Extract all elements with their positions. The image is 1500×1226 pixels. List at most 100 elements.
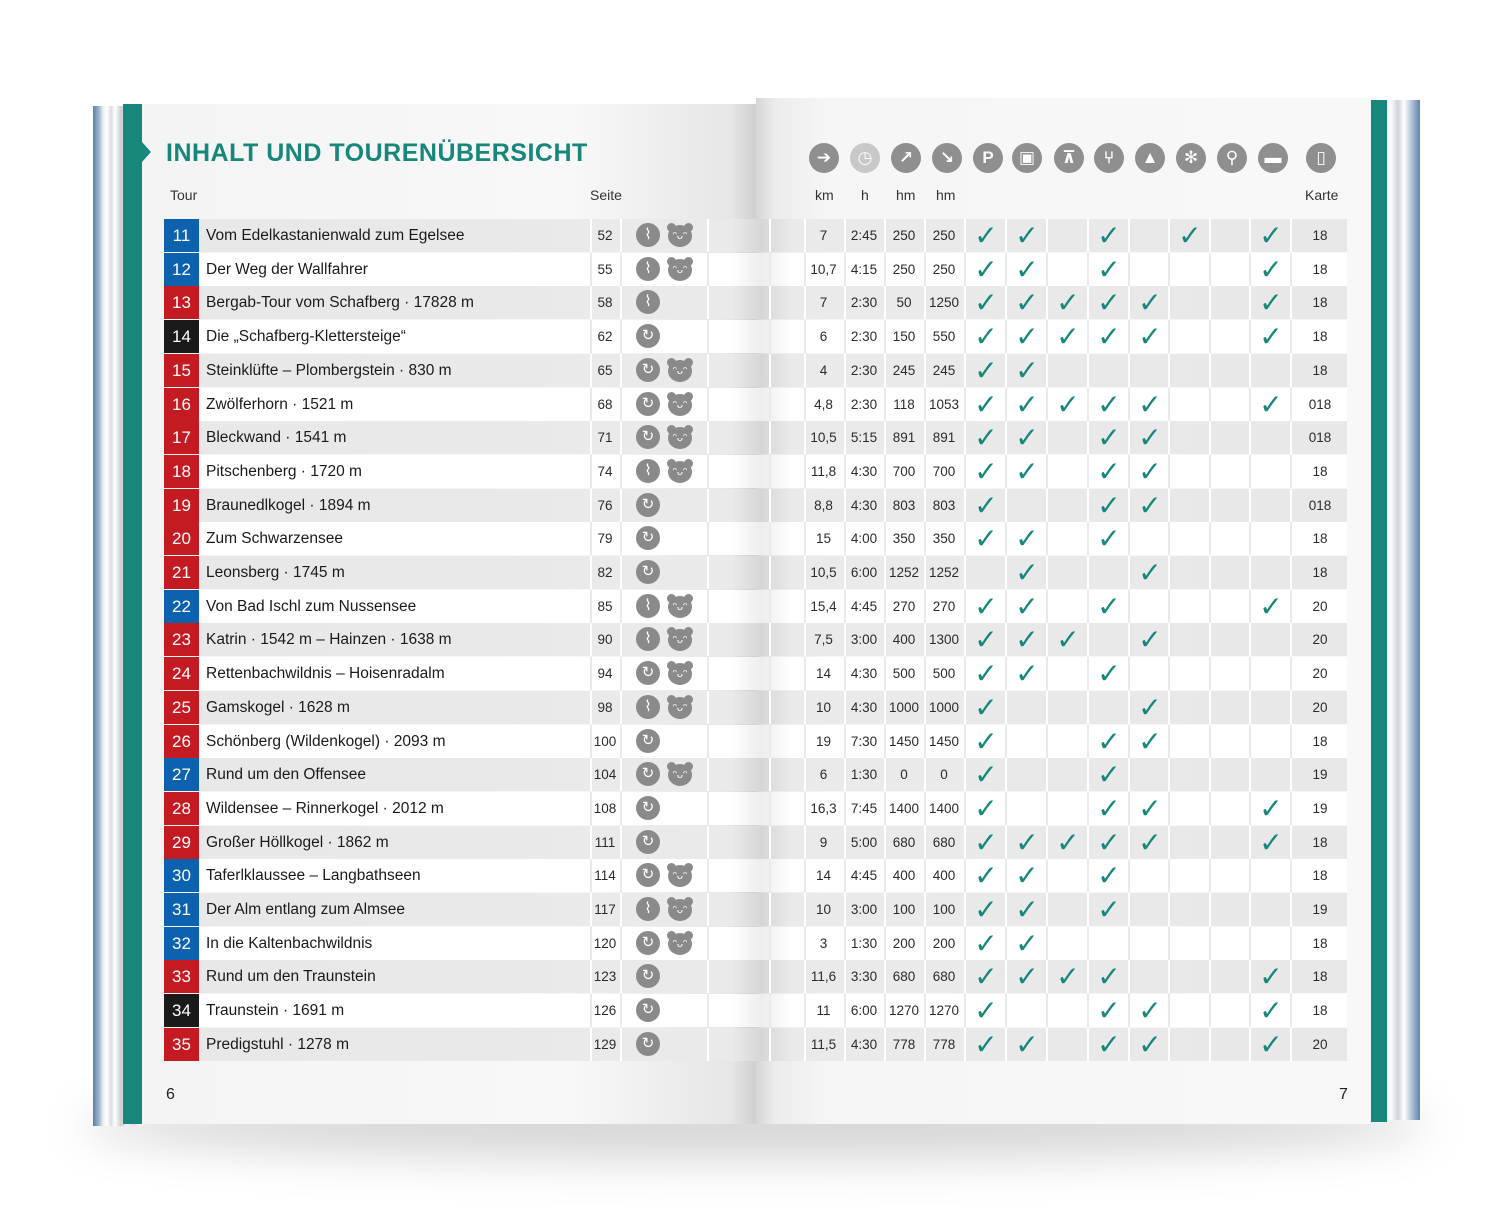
bear-face: ᵔᴗᵔ <box>668 932 692 955</box>
column-divider <box>707 623 709 657</box>
column-divider <box>620 1027 622 1061</box>
table-row[interactable]: 32 In die Kaltenbachwildnis 120 ↻ ᵔᴗᵔ 3 1:30 20… <box>164 926 1347 960</box>
round-trip-icon: ↻ <box>636 324 660 349</box>
column-divider <box>1168 522 1170 556</box>
column-divider <box>1290 522 1292 556</box>
checkmark-icon: ✓ <box>1097 792 1121 824</box>
tour-name: Rund um den Offensee <box>206 766 366 784</box>
table-row[interactable]: 19 Braunedlkogel · 1894 m 76 ↻ 8,8 4:30 803 803… <box>164 488 1347 522</box>
table-row[interactable]: 17 Bleckwand · 1541 m 71 ↻ ᵔᴗᵔ 10,5 5:15 891 891… <box>164 421 1347 455</box>
checkmark-icon: ✓ <box>1097 995 1121 1027</box>
column-divider <box>924 623 926 657</box>
checkmark-icon: ✓ <box>1178 220 1202 251</box>
column-divider <box>1168 859 1170 893</box>
column-divider <box>1128 353 1130 387</box>
column-divider <box>707 825 709 859</box>
table-row[interactable]: 25 Gamskogel · 1628 m 98 ⌇ ᵔᴗᵔ 10 4:30 1000 1000… <box>164 690 1347 724</box>
column-divider <box>844 690 846 724</box>
column-divider <box>769 791 771 825</box>
table-row[interactable]: 13 Bergab-Tour vom Schafberg · 17828 m 58 ⌇… <box>164 286 1347 320</box>
column-divider <box>1128 556 1130 589</box>
tour-h: 3:30 <box>850 969 878 985</box>
column-divider <box>1005 589 1007 623</box>
column-divider <box>707 926 709 960</box>
round-trip-icon: ↻ <box>636 391 660 416</box>
table-row[interactable]: 35 Predigstuhl · 1278 m 129 ↻ 11,5 4:30 778 778… <box>164 1027 1347 1061</box>
kids-bear-icon: ᵔᴗᵔ <box>667 593 693 618</box>
column-divider <box>924 994 926 1028</box>
table-row[interactable]: 29 Großer Höllkogel · 1862 m 111 ↻ 9 5:00 680 6… <box>164 825 1347 859</box>
column-divider <box>1128 994 1130 1028</box>
checkmark-icon: ✓ <box>974 354 998 386</box>
table-row[interactable]: 14 Die „Schafberg-Klettersteige“ 62 ↻ 6 2:30 1… <box>164 320 1347 354</box>
tour-km: 15,4 <box>810 598 837 614</box>
column-divider <box>924 454 926 488</box>
table-row[interactable]: 34 Traunstein · 1691 m 126 ↻ 11 6:00 1270 1270 ✓… <box>164 994 1347 1028</box>
column-divider <box>1168 320 1170 354</box>
table-row[interactable]: 18 Pitschenberg · 1720 m 74 ⌇ ᵔᴗᵔ 11,8 4:30 700… <box>164 454 1347 488</box>
tour-map: 18 <box>1312 969 1328 985</box>
table-row[interactable]: 16 Zwölferhorn · 1521 m 68 ↻ ᵔᴗᵔ 4,8 2:30 118 10… <box>164 387 1347 421</box>
page-number-right: 7 <box>1339 1086 1348 1103</box>
checkmark-icon: ✓ <box>1138 422 1162 454</box>
header-km: km <box>815 187 834 203</box>
tour-number: 22 <box>164 589 199 623</box>
tour-h: 1:30 <box>850 935 878 951</box>
table-row[interactable]: 31 Der Alm entlang zum Almsee 117 ⌇ ᵔᴗᵔ 10 3:0… <box>164 893 1347 926</box>
tour-name: Gamskogel · 1628 m <box>206 698 350 716</box>
tour-name: Predigstuhl · 1278 m <box>206 1035 350 1053</box>
table-row[interactable]: 22 Von Bad Ischl zum Nussensee 85 ⌇ ᵔᴗᵔ 15,4 4… <box>164 589 1347 623</box>
tour-page: 52 <box>597 228 613 243</box>
table-row[interactable]: 28 Wildensee – Rinnerkogel · 2012 m 108 ↻ 16… <box>164 791 1347 825</box>
table-row[interactable]: 11 Vom Edelkastanienwald zum Egelsee 52 ⌇ ᵔᴗ… <box>164 219 1347 252</box>
tour-name: Katrin · 1542 m – Hainzen · 1638 m <box>206 631 452 649</box>
table-row[interactable]: 15 Steinklüfte – Plombergstein · 830 m 65 ↻… <box>164 353 1347 387</box>
table-row[interactable]: 23 Katrin · 1542 m – Hainzen · 1638 m 90 ⌇ ᵔ… <box>164 623 1347 657</box>
column-divider <box>964 690 966 724</box>
checkmark-icon: ✓ <box>1138 691 1162 723</box>
column-divider <box>1005 387 1007 421</box>
column-divider <box>924 522 926 556</box>
tour-name: Von Bad Ischl zum Nussensee <box>206 597 417 615</box>
round-trip-icon: ↻ <box>636 560 660 584</box>
tour-page: 108 <box>593 800 617 816</box>
column-divider <box>707 690 709 724</box>
column-divider <box>1046 623 1048 657</box>
table-row[interactable]: 27 Rund um den Offensee 104 ↻ ᵔᴗᵔ 6 1:30 0 0 ✓ ✓ 19 <box>164 758 1347 792</box>
table-row[interactable]: 21 Leonsberg · 1745 m 82 ↻ 10,5 6:00 1252 1252 ✓… <box>164 556 1347 589</box>
table-row[interactable]: 12 Der Weg der Wallfahrer 55 ⌇ ᵔᴗᵔ 10,7 4:15 25… <box>164 252 1347 286</box>
tour-km: 10 <box>815 902 832 917</box>
table-row[interactable]: 24 Rettenbachwildnis – Hoisenradalm 94 ↻ ᵔᴗᵔ… <box>164 657 1347 691</box>
column-divider <box>1046 1027 1048 1061</box>
column-divider <box>1046 421 1048 455</box>
tour-number: 13 <box>164 286 199 320</box>
column-divider <box>707 421 709 455</box>
tour-h: 4:30 <box>850 463 878 479</box>
column-divider <box>964 825 966 859</box>
tour-h: 4:30 <box>850 666 878 682</box>
checkmark-icon: ✓ <box>974 321 998 353</box>
tour-page: 85 <box>597 598 613 614</box>
checkmark-icon: ✓ <box>1097 658 1121 690</box>
checkmark-icon: ✓ <box>1138 826 1162 858</box>
column-divider <box>964 387 966 421</box>
column-divider <box>1290 387 1292 421</box>
table-row[interactable]: 26 Schönberg (Wildenkogel) · 2093 m 100 ↻ 19… <box>164 724 1347 758</box>
tour-map: 20 <box>1312 699 1328 715</box>
checkmark-icon: ✓ <box>1097 455 1121 487</box>
table-row[interactable]: 33 Rund um den Traunstein 123 ↻ 11,6 3:30 680 6… <box>164 960 1347 994</box>
tour-up: 0 <box>900 767 908 783</box>
tour-number: 30 <box>164 859 199 893</box>
tour-page: 123 <box>593 969 617 985</box>
column-divider <box>1005 320 1007 354</box>
header-karte: Karte <box>1305 187 1339 203</box>
table-row[interactable]: 20 Zum Schwarzensee 79 ↻ 15 4:00 350 350 ✓ ✓ ✓ 18 <box>164 522 1347 556</box>
round-trip-icon: ↻ <box>636 492 660 517</box>
column-divider <box>769 825 771 859</box>
column-divider <box>590 926 592 960</box>
column-divider <box>707 724 709 758</box>
column-divider <box>844 219 846 252</box>
column-divider <box>1128 1027 1130 1061</box>
table-row[interactable]: 30 Taferlklaussee – Langbathseen 114 ↻ ᵔᴗᵔ 14… <box>164 859 1347 893</box>
column-divider <box>964 657 966 691</box>
